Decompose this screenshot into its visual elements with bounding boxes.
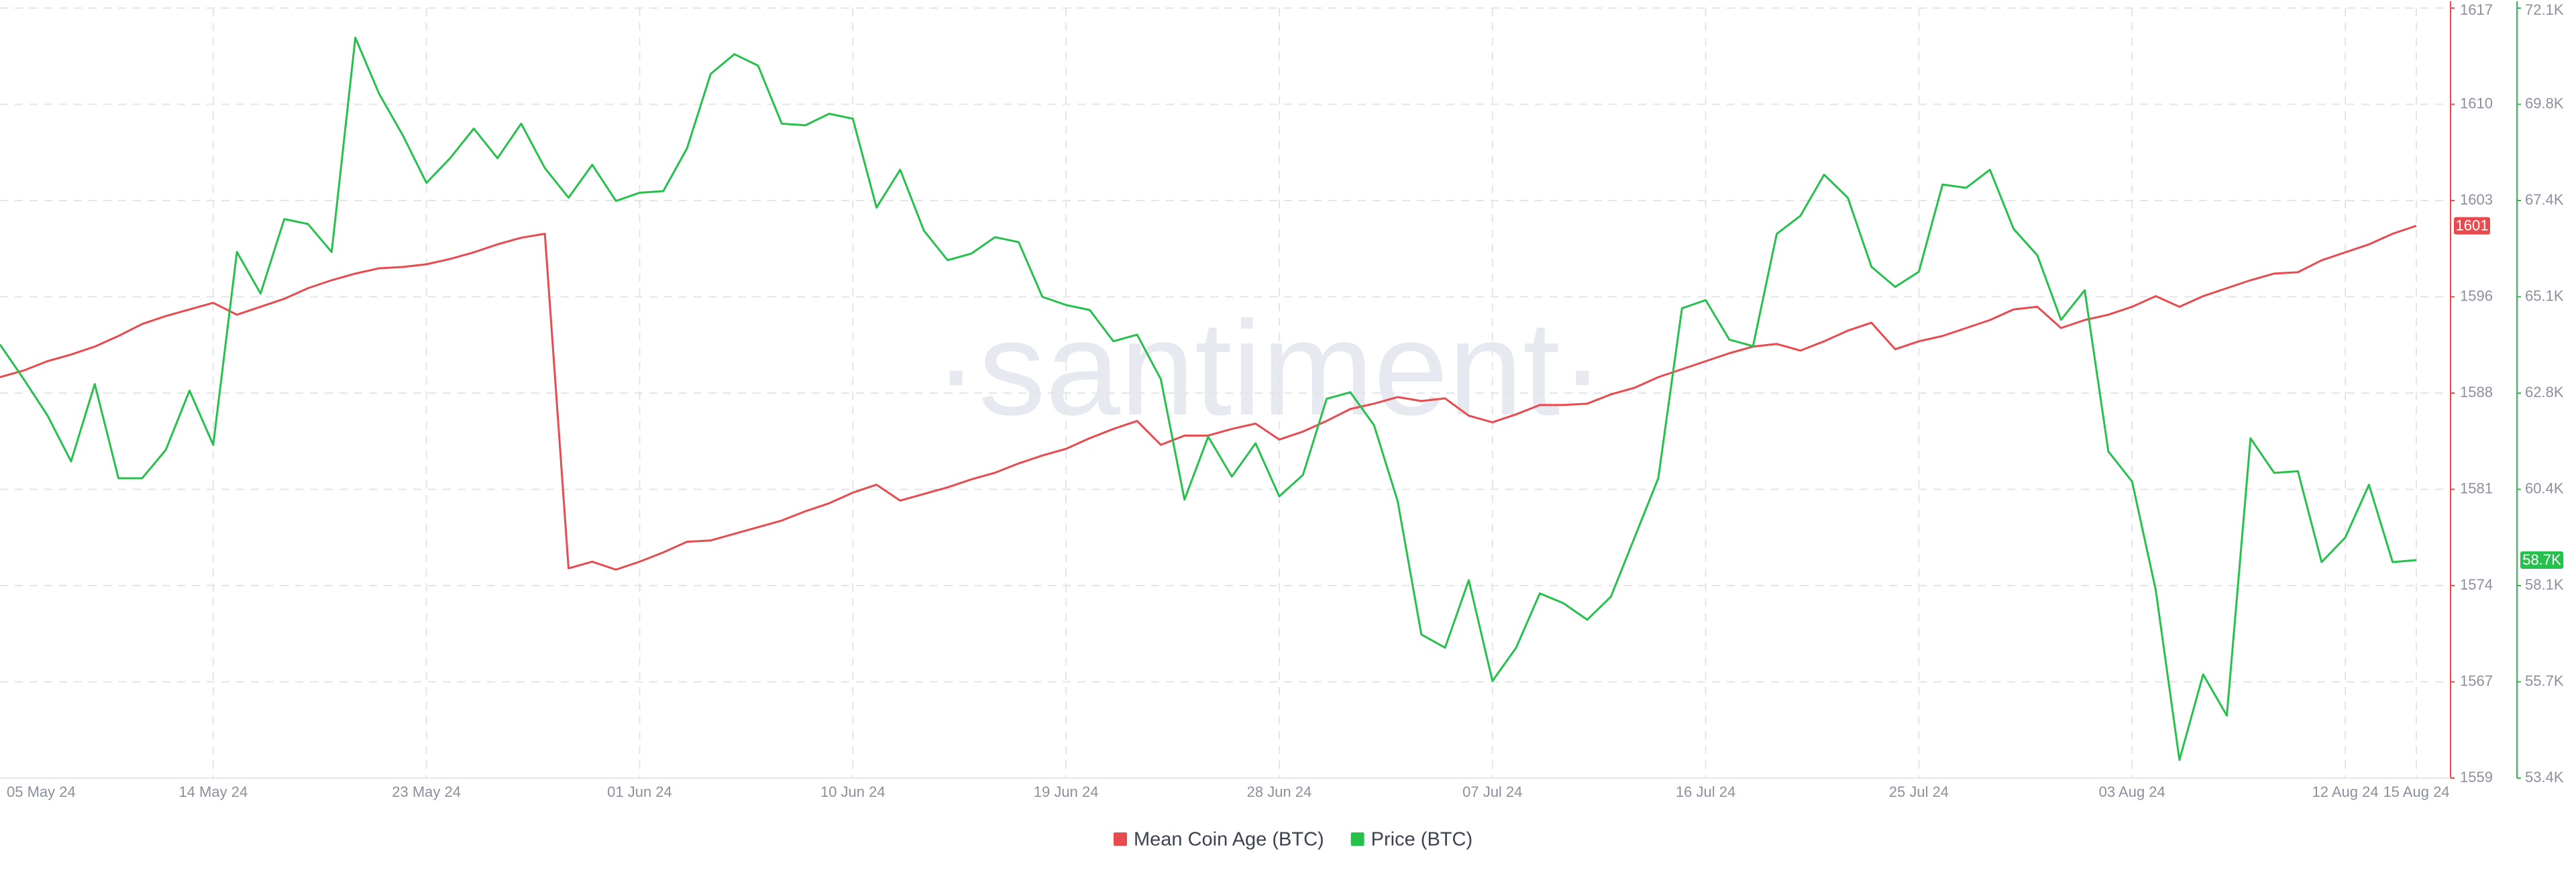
y-tick-label: 1617 xyxy=(2460,1,2493,18)
last-value-label: 58.7K xyxy=(2522,551,2561,568)
series-line xyxy=(0,36,2417,761)
x-tick-label: 25 Jul 24 xyxy=(1889,783,1949,800)
x-tick-label: 19 Jun 24 xyxy=(1034,783,1099,800)
y2-tick-label: 72.1K xyxy=(2525,1,2564,18)
y2-tick-label: 69.8K xyxy=(2525,95,2564,111)
last-value-label: 1601 xyxy=(2456,217,2489,233)
legend-swatch xyxy=(1114,832,1127,846)
x-tick-label: 07 Jul 24 xyxy=(1462,783,1522,800)
x-tick-label: 03 Aug 24 xyxy=(2099,783,2165,800)
y2-tick-label: 53.4K xyxy=(2525,769,2564,785)
y-tick-label: 1596 xyxy=(2460,287,2493,304)
y2-tick-label: 65.1K xyxy=(2525,287,2564,304)
legend-label: Price (BTC) xyxy=(1371,829,1472,851)
y-tick-label: 1603 xyxy=(2460,191,2493,208)
last-value-badge xyxy=(2520,551,2563,569)
x-tick-label: 16 Jul 24 xyxy=(1676,783,1735,800)
y-tick-label: 1581 xyxy=(2460,480,2493,496)
y2-tick-label: 60.4K xyxy=(2525,480,2564,496)
x-tick-label: 23 May 24 xyxy=(392,783,461,800)
watermark: ·santiment· xyxy=(934,294,1605,443)
x-tick-label: 01 Jun 24 xyxy=(607,783,672,800)
y-tick-label: 1559 xyxy=(2460,769,2493,785)
last-value-badge xyxy=(2454,217,2490,235)
y2-tick-label: 55.7K xyxy=(2525,672,2564,689)
y-tick-label: 1588 xyxy=(2460,384,2493,400)
x-tick-label: 05 May 24 xyxy=(7,783,76,800)
y-tick-label: 1574 xyxy=(2460,576,2493,593)
y-tick-label: 1610 xyxy=(2460,95,2493,111)
y2-tick-label: 62.8K xyxy=(2525,384,2564,400)
x-tick-label: 12 Aug 24 xyxy=(2312,783,2379,800)
legend-swatch xyxy=(1350,832,1364,846)
y2-tick-label: 67.4K xyxy=(2525,191,2564,208)
x-tick-label: 10 Jun 24 xyxy=(820,783,885,800)
legend-label: Mean Coin Age (BTC) xyxy=(1134,829,1324,851)
x-tick-label: 15 Aug 24 xyxy=(2383,783,2449,800)
x-tick-label: 28 Jun 24 xyxy=(1247,783,1312,800)
x-tick-label: 14 May 24 xyxy=(178,783,248,800)
y-tick-label: 1567 xyxy=(2460,672,2493,689)
y2-tick-label: 58.1K xyxy=(2525,576,2564,593)
series-line xyxy=(0,225,2417,571)
